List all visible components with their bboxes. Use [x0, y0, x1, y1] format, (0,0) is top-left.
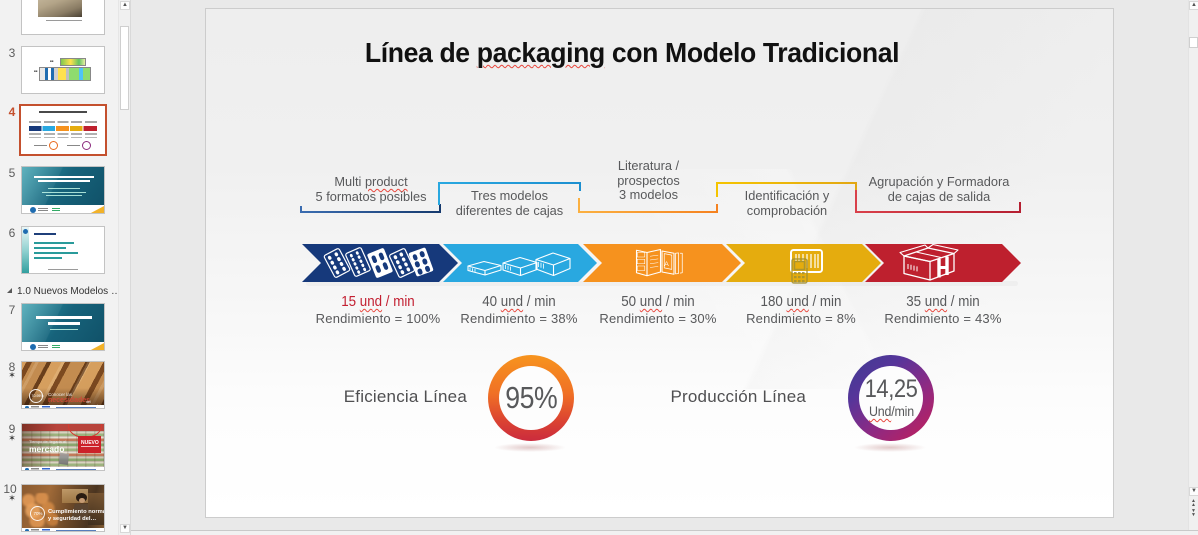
- svg-text:A: A: [664, 261, 669, 268]
